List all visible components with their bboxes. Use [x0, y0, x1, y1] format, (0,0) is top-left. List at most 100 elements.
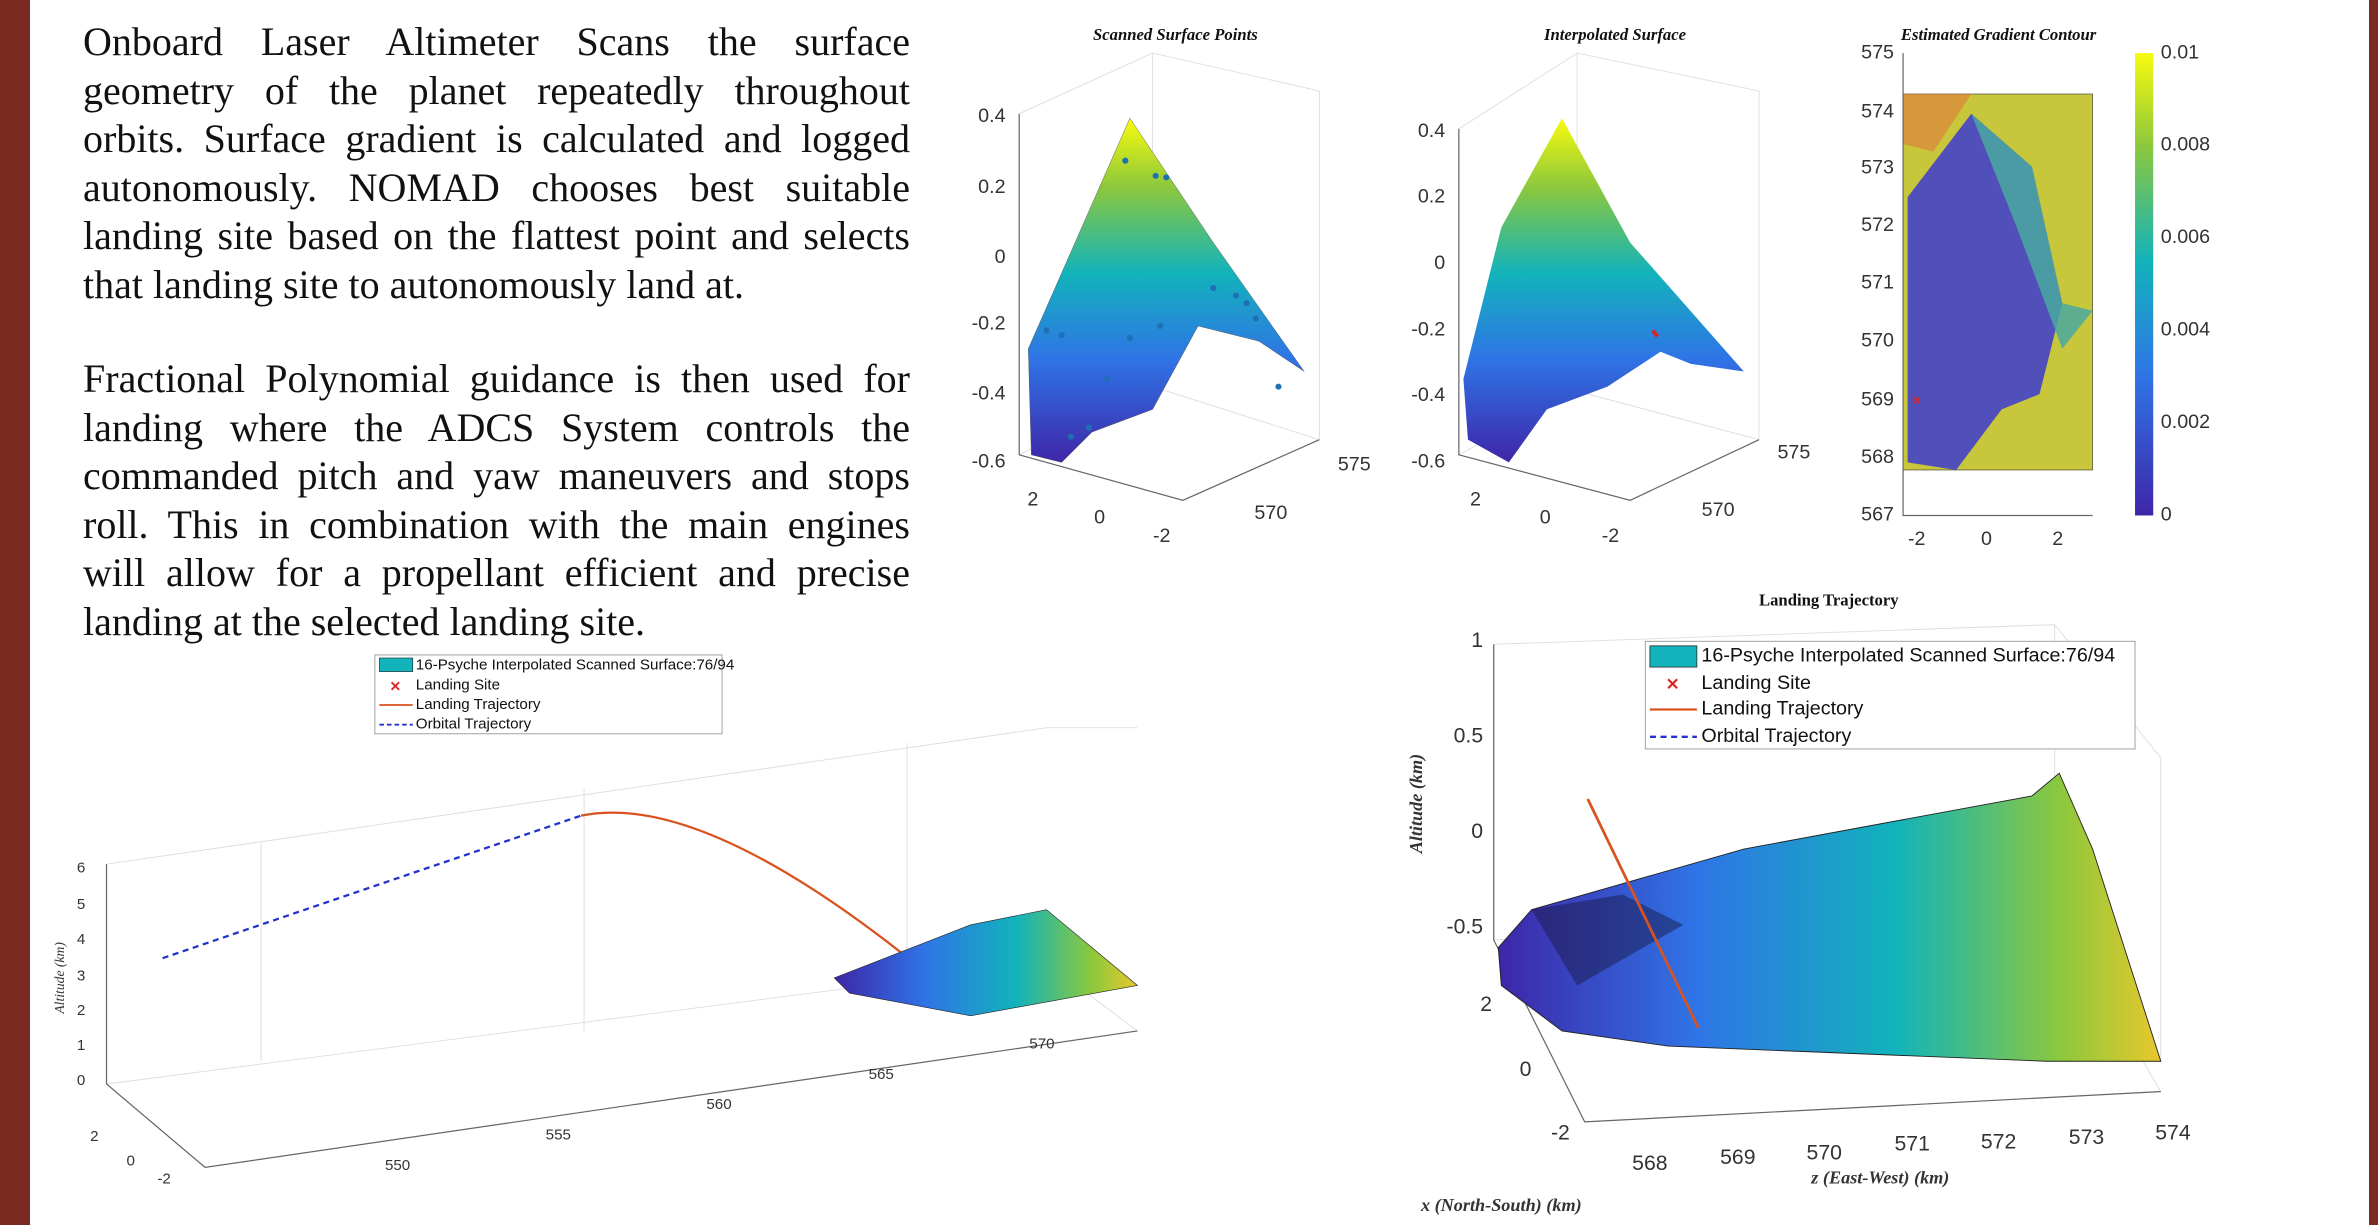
legend-label: 16-Psyche Interpolated Scanned Surface:7…: [416, 657, 735, 674]
colorbar-tick-label: 0.004: [2161, 319, 2210, 341]
orbital-trajectory: [162, 814, 582, 960]
tick-label: 0.4: [978, 105, 1005, 127]
tick-label: -0.4: [972, 382, 1006, 404]
legend-label: Landing Site: [416, 676, 500, 693]
legend-label: Landing Trajectory: [1701, 698, 1863, 720]
axis: [1458, 128, 1760, 501]
tick-label: 2: [2052, 528, 2063, 550]
gradient-plot: [1902, 53, 2154, 517]
surface: [1497, 772, 2162, 1062]
axis: [1493, 644, 2161, 1123]
tick-label: 560: [706, 1096, 731, 1113]
tick-label: 574: [1861, 100, 1894, 122]
landing-site: [1913, 396, 1921, 404]
surface: [1028, 117, 1305, 463]
landing-trajectory: [580, 811, 964, 1005]
legend-label: Landing Trajectory: [416, 696, 541, 713]
tick-label: 0.5: [1454, 724, 1484, 747]
legend-label: Landing Site: [1701, 672, 1811, 694]
legend-label: Orbital Trajectory: [416, 716, 532, 733]
tick-label: 575: [1777, 442, 1810, 464]
tick-label: 575: [1861, 41, 1894, 63]
tick-label: 0: [1434, 252, 1445, 274]
axis-label: Altitude (km): [1406, 754, 1427, 855]
axis: [105, 864, 1138, 1169]
tick-label: 2: [77, 1002, 85, 1019]
colorbar-tick-label: 0.008: [2161, 134, 2210, 156]
tick-label: -0.6: [1411, 451, 1445, 473]
axis-label: z (East-West) (km): [1810, 1168, 1949, 1189]
tick-label: 570: [1702, 499, 1735, 521]
tick-label: 0: [77, 1072, 85, 1089]
tick-label: 4: [77, 931, 85, 948]
tick-label: -0.5: [1447, 915, 1484, 938]
axis-label: x (North-South) (km): [1420, 1195, 1582, 1216]
tick-label: 572: [1861, 214, 1894, 236]
tick-label: 1: [77, 1037, 85, 1054]
border-left: [0, 0, 30, 1225]
tick-label: 569: [1720, 1146, 1755, 1169]
landing-trajectory: [1586, 798, 1700, 1029]
tick-label: 0: [1520, 1058, 1532, 1081]
plot-title: Landing Trajectory: [1759, 591, 1899, 610]
tick-label: 574: [2155, 1122, 2191, 1145]
tick-label: -0.2: [972, 313, 1006, 335]
tick-label: 0.4: [1418, 120, 1445, 142]
legend-label: Orbital Trajectory: [1701, 725, 1851, 747]
tick-label: -2: [1551, 1122, 1570, 1145]
tick-label: 0: [127, 1152, 135, 1169]
tick-label: 567: [1861, 504, 1894, 526]
tick-label: 2: [1027, 489, 1038, 511]
tick-label: 568: [1632, 1152, 1667, 1175]
legend-swatch: [390, 681, 400, 691]
axis: [1018, 113, 1320, 501]
landing-plot: [1493, 624, 2162, 1123]
tick-label: 2: [90, 1128, 98, 1145]
tick-label: 5: [77, 896, 85, 913]
legend-swatch: [1667, 678, 1678, 690]
tick-label: 0.2: [1418, 185, 1445, 207]
tick-label: -2: [157, 1171, 170, 1188]
tick-label: 0.2: [978, 176, 1005, 198]
plot-title: Estimated Gradient Contour: [1900, 25, 2097, 44]
colorbar-tick-label: 0.006: [2161, 226, 2210, 248]
tick-label: 2: [1470, 489, 1481, 511]
tick-label: 0: [1094, 507, 1105, 529]
surface: [1463, 118, 1744, 463]
tick-label: -0.2: [1411, 319, 1445, 341]
legend: [374, 654, 723, 735]
tick-label: 565: [869, 1066, 894, 1083]
tick-label: 571: [1894, 1132, 1929, 1155]
points: [1043, 157, 1282, 440]
tick-label: -2: [1153, 525, 1171, 547]
tick-label: -0.6: [972, 451, 1006, 473]
landing-site: [1651, 329, 1659, 338]
border-right: [2369, 0, 2378, 1225]
colorbar-tick-label: 0: [2161, 504, 2172, 526]
tick-label: 570: [1861, 329, 1894, 351]
tick-label: 570: [1254, 502, 1287, 524]
tick-label: -2: [1602, 525, 1620, 547]
legend-swatch: [1649, 645, 1698, 668]
legend-label: 16-Psyche Interpolated Scanned Surface:7…: [1701, 645, 2115, 667]
tick-label: 571: [1861, 272, 1894, 294]
tick-label: 570: [1807, 1141, 1842, 1164]
scanned-plot: [1018, 52, 1320, 501]
colorbar: [2135, 53, 2154, 516]
legend-swatch: [379, 657, 414, 672]
tick-label: 0: [1471, 820, 1483, 843]
tick-label: 573: [1861, 156, 1894, 178]
tick-label: 570: [1029, 1036, 1054, 1053]
tick-label: 555: [546, 1127, 571, 1144]
tick-label: 0: [995, 246, 1006, 268]
tick-label: -0.4: [1411, 384, 1445, 406]
interpolated-plot: [1458, 52, 1760, 501]
tick-label: 6: [77, 860, 85, 877]
tick-label: 568: [1861, 446, 1894, 468]
overview-plot: [105, 654, 1139, 1169]
tick-label: 575: [1338, 454, 1371, 476]
axis: [1902, 53, 2093, 517]
tick-label: -2: [1908, 528, 1926, 550]
